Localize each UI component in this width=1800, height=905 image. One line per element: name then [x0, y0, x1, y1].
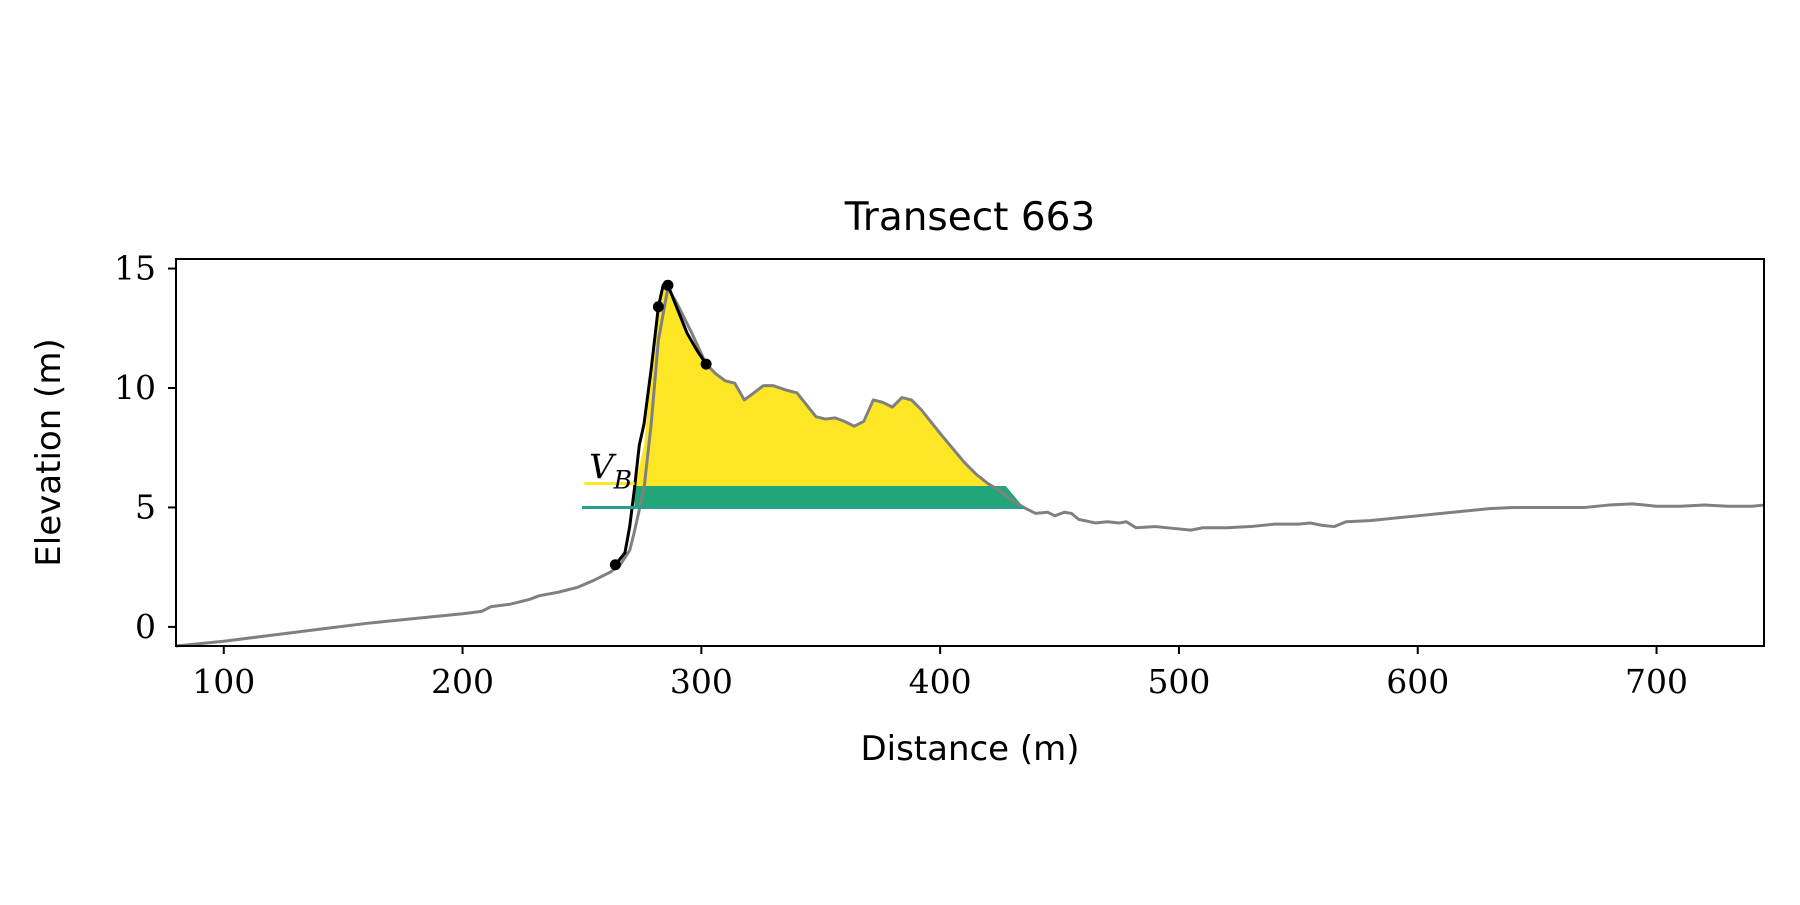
x-tick-label: 400 — [909, 662, 972, 701]
line-layer — [175, 283, 1765, 648]
profile-marker — [609, 559, 621, 571]
plot-frame — [175, 258, 1765, 647]
fill-layer — [634, 285, 1024, 508]
vb-label-subscript: B — [613, 465, 632, 494]
x-tick-label: 300 — [670, 662, 733, 701]
x-tick-label: 100 — [192, 662, 255, 701]
x-tick-label: 600 — [1386, 662, 1449, 701]
y-tick-label: 15 — [114, 249, 156, 288]
axes-layer: 100 200 300 400 500 600 700 0 5 10 15 — [114, 249, 1688, 701]
profile-line — [175, 286, 1765, 648]
x-tick-label: 200 — [431, 662, 494, 701]
y-tick-label: 0 — [135, 607, 156, 646]
x-tick-label: 700 — [1625, 662, 1688, 701]
profile-marker — [652, 301, 664, 313]
y-axis-label: Elevation (m) — [29, 338, 69, 566]
vb-label: VB — [589, 447, 632, 494]
chart-title: Transect 663 — [844, 195, 1096, 240]
x-tick-label: 500 — [1147, 662, 1210, 701]
volume-fill — [634, 285, 1024, 508]
profile-marker — [662, 279, 674, 291]
y-tick-label: 5 — [135, 487, 156, 526]
annotation-layer: VB — [581, 447, 1024, 509]
dune-crest-line — [614, 283, 708, 566]
base-volume-band — [634, 485, 1024, 508]
x-axis-label: Distance (m) — [860, 729, 1079, 769]
y-tick-label: 10 — [114, 368, 156, 407]
profile-marker — [700, 358, 712, 370]
marker-layer — [609, 279, 712, 571]
